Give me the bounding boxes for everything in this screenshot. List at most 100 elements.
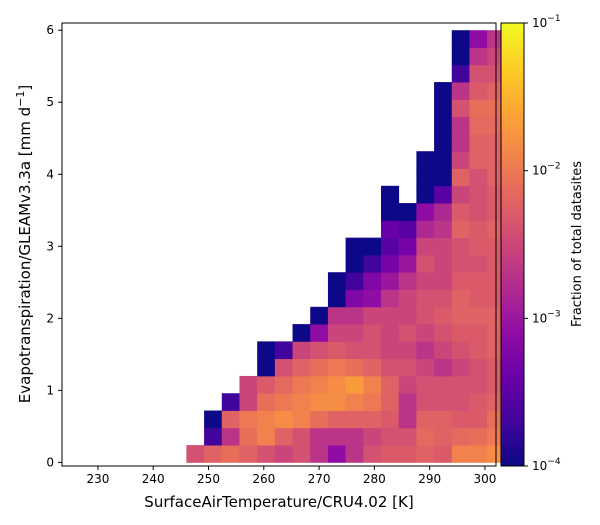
colorbar-tick-label: 10−3 [532,309,561,325]
heatmap-cell-4-4 [257,375,276,394]
heatmap-cell-14-5 [434,358,453,377]
heatmap-cell-4-3 [257,393,276,411]
heatmap-cell-9-7 [345,324,364,342]
heatmap-cell-3-2 [239,410,258,429]
heatmap-cell-5-1 [274,427,293,446]
heatmap-cell-15-16 [451,168,470,187]
colorbar-ticks: 10−1 10−2 10−3 10−4 [524,14,561,473]
heatmap-cell-12-12 [398,237,417,256]
heatmap-cell-15-18 [451,133,470,152]
heatmap-cell-16-19 [469,116,488,135]
heatmap-cell-13-2 [416,410,435,429]
heatmap-cell-13-15 [416,185,435,204]
heatmap-cell-14-20 [434,99,453,118]
heatmap-cell-15-4 [451,375,470,394]
heatmap-cell-9-6 [345,341,364,360]
heatmap-cell-7-1 [310,427,329,446]
heatmap-cell-1-1 [204,427,223,446]
heatmap-cell-4-2 [257,410,276,429]
heatmap-cell-14-19 [434,116,453,135]
heatmap-cell-1-0 [204,445,223,463]
heatmap-cell-3-3 [239,393,258,411]
heatmap-cell-10-6 [363,341,382,360]
heatmap-cell-16-16 [469,168,488,187]
heatmap-cell-6-4 [292,375,311,394]
heatmap-cell-6-5 [292,358,311,377]
heatmap-cell-6-3 [292,393,311,411]
heatmap-cell-4-5 [257,358,276,377]
heatmap-cell-12-11 [398,254,417,273]
heatmap-cell-16-1 [469,427,488,446]
heatmap-cell-6-1 [292,427,311,446]
heatmap-cell-16-24 [469,30,488,48]
heatmap-cell-16-17 [469,151,488,169]
heatmap-cell-16-7 [469,324,488,342]
x-tick-label: 280 [363,472,386,486]
heatmap-cell-14-0 [434,445,453,463]
heatmap-cell-2-3 [221,393,240,411]
heatmap-cell-10-11 [363,254,382,273]
heatmap-cell-10-3 [363,393,382,411]
heatmap-cell-14-6 [434,341,453,360]
heatmap-cell-8-10 [327,272,347,290]
heatmap-cell-12-9 [398,289,417,308]
heatmap-cell-15-15 [451,185,470,204]
heatmap-cell-15-14 [451,203,470,221]
heatmap-cell-11-12 [381,237,400,256]
heatmap-cell-10-9 [363,289,382,308]
x-tick-label: 250 [197,472,220,486]
heatmap-cell-14-2 [434,410,453,429]
heatmap-cell-16-0 [469,445,488,463]
heatmap-cell-14-7 [434,324,453,342]
heatmap-cell-8-0 [327,445,347,463]
heatmap-cell-8-5 [327,358,347,377]
heatmap-cell-11-9 [381,289,400,308]
heatmap-cell-3-4 [239,375,258,394]
heatmap-cells [186,30,506,463]
heatmap-cell-11-4 [381,375,400,394]
heatmap-cell-12-13 [398,220,417,239]
heatmap-cell-9-12 [345,237,364,256]
heatmap-cell-4-0 [257,445,276,463]
heatmap-cell-15-20 [451,99,470,118]
heatmap-cell-8-1 [327,427,347,446]
colorbar-tick-label: 10−1 [532,14,561,30]
heatmap-cell-14-13 [434,220,453,239]
heatmap-cell-12-2 [398,410,417,429]
heatmap-cell-6-7 [292,324,311,342]
heatmap-cell-11-0 [381,445,400,463]
heatmap-cell-2-0 [221,445,240,463]
heatmap-cell-11-2 [381,410,400,429]
heatmap-cell-5-2 [274,410,293,429]
heatmap-cell-13-8 [416,306,435,325]
heatmap-cell-4-1 [257,427,276,446]
heatmap-cell-13-6 [416,341,435,360]
heatmap-cell-15-11 [451,254,470,273]
heatmap-cell-12-14 [398,203,417,221]
heatmap-cell-16-4 [469,375,488,394]
x-tick-label: 240 [142,472,165,486]
heatmap-cell-0-0 [186,445,205,463]
heatmap-cell-11-6 [381,341,400,360]
heatmap-cell-9-8 [345,306,364,325]
y-tick-label: 4 [46,167,54,181]
heatmap-cell-14-21 [434,82,453,100]
heatmap-cell-16-18 [469,133,488,152]
heatmap-cell-9-9 [345,289,364,308]
heatmap-cell-11-5 [381,358,400,377]
heatmap-cell-7-4 [310,375,329,394]
heatmap-cell-12-0 [398,445,417,463]
heatmap-cell-7-2 [310,410,329,429]
colorbar-tick-label: 10−4 [532,457,561,473]
heatmap-cell-8-2 [327,410,347,429]
heatmap-cell-7-8 [310,306,329,325]
heatmap-cell-13-5 [416,358,435,377]
heatmap-cell-15-1 [451,427,470,446]
heatmap-cell-9-11 [345,254,364,273]
x-tick-label: 270 [308,472,331,486]
heatmap-cell-10-2 [363,410,382,429]
heatmap-cell-6-2 [292,410,311,429]
heatmap-cell-7-3 [310,393,329,411]
heatmap-cell-13-10 [416,272,435,290]
heatmap-cell-15-5 [451,358,470,377]
